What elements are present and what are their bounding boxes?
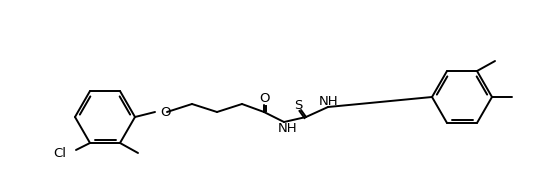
Text: S: S <box>294 99 302 112</box>
Text: Cl: Cl <box>53 147 66 160</box>
Text: O: O <box>259 91 269 104</box>
Text: NH: NH <box>278 121 298 134</box>
Text: NH: NH <box>319 95 339 108</box>
Text: O: O <box>160 105 170 118</box>
